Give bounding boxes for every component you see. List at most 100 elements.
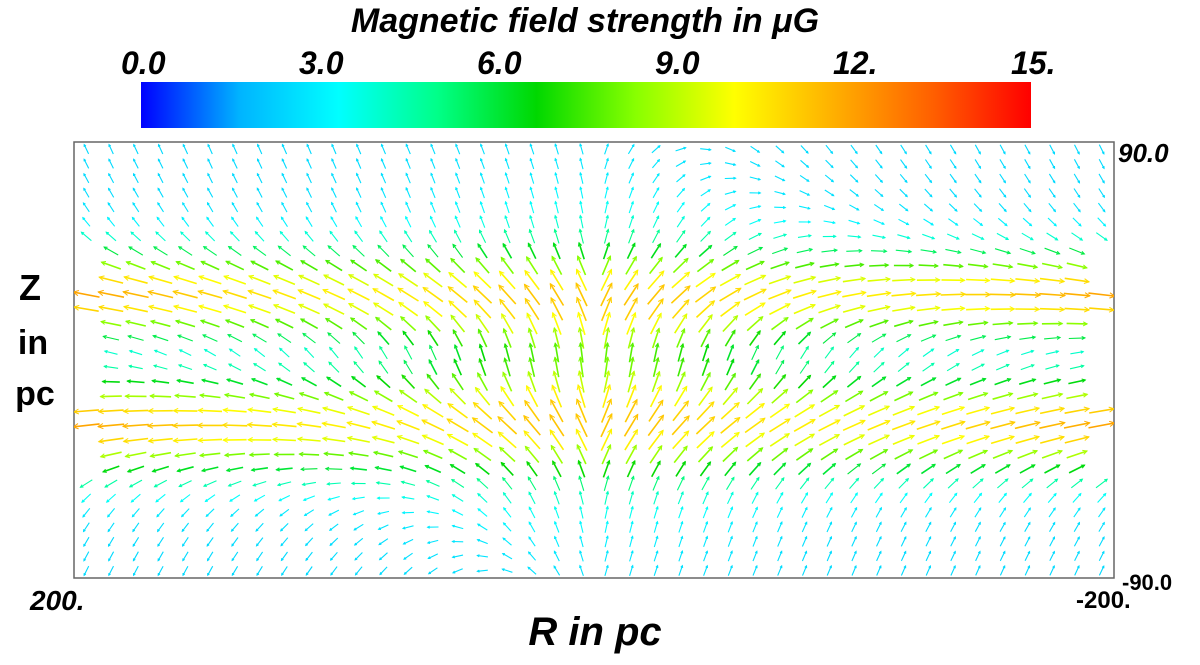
field-vector-head <box>426 541 431 544</box>
field-vector-head <box>981 464 986 469</box>
field-vector <box>628 343 634 363</box>
field-vector-head <box>280 558 284 562</box>
field-vector-head <box>275 467 280 472</box>
field-vector-head <box>230 528 234 532</box>
field-vector <box>1073 173 1080 184</box>
field-vector-head <box>476 477 481 482</box>
field-vector <box>603 476 609 491</box>
field-vector <box>131 508 140 518</box>
field-vector <box>447 403 468 419</box>
field-vector-head <box>430 157 434 162</box>
field-vector-head <box>579 214 583 219</box>
field-vector <box>652 173 660 184</box>
field-vector-head <box>932 334 937 339</box>
field-vector <box>376 482 391 485</box>
field-vector <box>500 256 515 275</box>
field-vector-head <box>806 164 810 169</box>
field-vector <box>703 565 708 576</box>
field-vector <box>872 234 886 239</box>
field-vector-head <box>829 550 832 554</box>
field-vector-head <box>631 311 637 318</box>
field-vector-head <box>300 260 306 265</box>
field-vector-head <box>149 393 155 399</box>
field-vector-head <box>430 172 434 176</box>
field-vector-head <box>405 201 409 205</box>
field-vector-head <box>203 348 208 353</box>
field-vector <box>128 335 144 341</box>
field-vector <box>502 553 513 560</box>
field-vector <box>966 435 990 445</box>
field-vector <box>653 536 659 548</box>
field-vector <box>400 316 417 332</box>
field-vector <box>722 315 739 333</box>
field-vector-head <box>324 317 331 323</box>
field-vector <box>918 449 938 460</box>
field-vector-head <box>953 521 956 525</box>
field-vector-head <box>705 564 708 569</box>
field-vector-head <box>105 231 110 235</box>
field-vector <box>1044 336 1061 340</box>
field-vector-head <box>401 511 406 515</box>
field-vector <box>1049 551 1055 562</box>
field-vector <box>279 231 290 242</box>
field-vector-head <box>732 149 737 152</box>
field-vector <box>851 565 857 576</box>
field-vector <box>503 522 512 532</box>
field-vector <box>477 569 488 572</box>
field-vector <box>851 551 857 562</box>
field-vector <box>380 216 387 228</box>
field-vector <box>198 438 223 442</box>
field-vector-head <box>1052 151 1055 155</box>
field-vector <box>797 374 812 389</box>
field-vector <box>74 306 99 312</box>
field-vector-head <box>197 407 204 414</box>
field-vector <box>675 461 686 477</box>
field-vector-head <box>454 229 458 234</box>
field-vector <box>871 376 887 388</box>
field-vector-head <box>231 201 235 206</box>
field-vector-head <box>758 315 764 322</box>
colorbar-tick-label: 6.0 <box>477 45 522 81</box>
field-vector-head <box>133 172 136 176</box>
field-vector-head <box>682 160 687 164</box>
field-vector-head <box>1059 306 1066 313</box>
field-vector <box>774 175 785 182</box>
field-vector-head <box>453 358 458 364</box>
field-vector-head <box>1103 492 1107 497</box>
field-vector-head <box>953 151 957 155</box>
field-vector-head <box>132 201 136 206</box>
field-vector <box>356 173 362 184</box>
field-vector-head <box>834 262 840 267</box>
field-vector-head <box>249 319 256 324</box>
field-vector-head <box>806 179 810 182</box>
field-vector <box>694 286 716 303</box>
field-vector <box>702 491 709 505</box>
field-vector <box>999 536 1006 547</box>
field-vector <box>727 521 733 533</box>
field-vector <box>83 158 90 169</box>
field-vector <box>527 476 537 491</box>
field-vector <box>231 537 239 547</box>
field-vector-head <box>706 476 710 481</box>
field-vector <box>554 491 560 505</box>
field-vector <box>749 330 761 346</box>
field-vector <box>818 404 840 418</box>
field-vector-head <box>99 453 106 459</box>
field-vector <box>1097 202 1106 213</box>
field-vector <box>727 536 733 547</box>
field-vector-head <box>805 360 810 365</box>
field-vector-head <box>780 491 784 496</box>
field-vector-head <box>978 507 982 511</box>
field-vector <box>826 507 833 518</box>
field-vector <box>702 506 709 519</box>
field-vector-head <box>328 512 332 516</box>
field-vector <box>157 551 164 561</box>
field-vector <box>772 247 788 255</box>
field-vector <box>604 158 609 170</box>
field-vector-head <box>880 194 884 198</box>
field-vector-head <box>107 543 111 548</box>
field-vector-head <box>733 176 737 180</box>
field-vector <box>1017 393 1038 400</box>
field-vector-head <box>272 304 279 310</box>
field-vector-head <box>605 564 609 569</box>
